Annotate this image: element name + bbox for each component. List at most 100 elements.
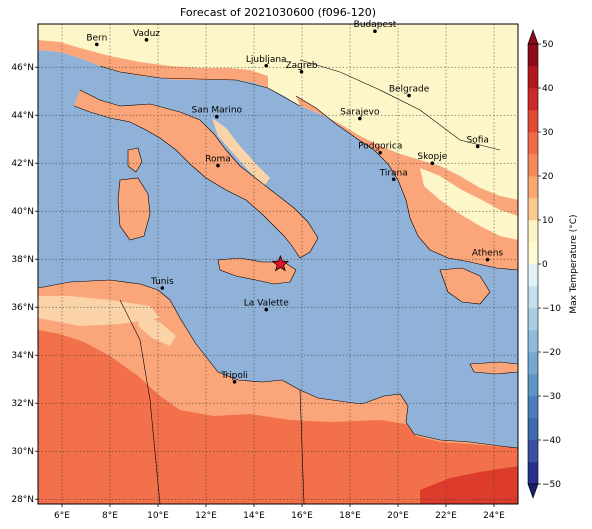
city-dot [160,286,165,290]
colorbar-tick-label: −30 [542,392,561,402]
libya-coast-pale [138,314,176,346]
lon-tick-label: 18°E [339,511,361,521]
star-icon [271,254,290,272]
lat-tick-label: 44°N [11,111,34,121]
colorbar-segment [528,176,538,199]
city-dot [485,257,490,262]
city-label: La Valette [244,299,289,309]
city-dot [358,116,362,121]
colorbar-tick-label: −20 [542,348,561,358]
city-label: Tunis [150,277,174,287]
colorbar-tick-label: 10 [542,216,554,226]
city-label: Skopje [417,152,447,162]
corsica-land [128,148,142,172]
lat-tick-label: 28°N [11,495,34,505]
colorbar: 50 40 30 20 10 0 −10 −20 −30 −40 −50 Max Temperatur… [527,29,579,499]
city-dot [216,163,220,168]
coastlines [38,59,518,504]
city-label: Ljubljana [246,55,287,65]
colorbar-tick-label: 20 [542,172,554,182]
city-label: Tripoli [220,371,248,381]
city-dot [299,69,304,74]
colorbar-tick-label: 40 [542,84,554,94]
north-africa-hot-band [420,466,518,504]
lat-tick-label: 34°N [11,351,34,361]
colorbar-segment [528,44,538,67]
italy-apennine-pale [212,118,270,186]
gridlines [38,24,518,504]
map-frame [37,23,519,505]
city-dot [475,144,480,149]
lon-tick-label: 14°E [243,511,265,521]
lat-tick-label: 32°N [11,399,34,409]
colorbar-segment [528,462,538,485]
colorbar-min-extension [527,483,539,499]
lon-tick-label: 16°E [291,511,313,521]
map-title: Forecast of 2021030600 (f096-120) [179,6,377,19]
colorbar-tick-label: 30 [542,128,554,138]
city-dot [373,29,377,33]
city-label: Belgrade [389,85,430,95]
city-label: San Marino [192,106,243,116]
colorbar-segment [528,286,538,309]
lat-tick-label: 40°N [11,207,34,217]
lon-tick-label: 24°E [483,511,505,521]
city-label: Tirana [379,168,408,178]
colorbar-segment [528,220,538,243]
lon-tick-label: 10°E [147,511,169,521]
lon-tick-label: 8°E [102,511,118,521]
lon-tick-label: 6°E [54,511,70,521]
sardinia-land [118,178,150,240]
colorbar-segment [528,66,538,89]
colorbar-segment [528,418,538,441]
colorbar-segment [528,264,538,287]
city-dot [391,177,396,182]
lon-tick-label: 12°E [195,511,217,521]
city-dot [264,63,269,68]
city-dot [430,161,435,165]
colorbar-segment [528,110,538,133]
star-marker [271,254,290,272]
colorbar-segment [528,308,538,331]
city-label: Sofia [466,135,488,145]
lat-tick-label: 36°N [11,303,34,313]
city-dot [144,38,149,42]
colorbar-segment [528,154,538,177]
lat-tick-label: 38°N [11,255,34,265]
colorbar-tick-label: −50 [542,480,561,490]
city-label: Roma [205,155,231,165]
colorbar-segment [528,88,538,111]
colorbar-segment [528,396,538,419]
italy-land [74,90,318,258]
lat-tick-label: 30°N [11,447,34,457]
colorbar-max-extension [527,29,539,45]
colorbar-tick-label: −10 [542,304,561,314]
city-dot [407,93,411,98]
city-dot [215,114,219,119]
colorbar-segment [528,330,538,353]
city-dot [95,42,99,47]
greece-pale-band [420,168,518,240]
colorbar-segment [528,440,538,463]
city-label: Vaduz [133,29,160,39]
city-label: Podgorica [358,142,402,152]
lon-tick-label: 20°E [387,511,409,521]
colorbar-label: Max Temperature (°C) [569,214,579,313]
city-label: Bern [86,33,107,43]
colorbar-segment [528,198,538,221]
colorbar-segment [528,132,538,155]
colorbar-tick-label: 50 [542,40,554,50]
city-dot [232,380,237,384]
colorbar-tick-label: 0 [542,260,548,270]
north-africa-warm-band [38,330,518,504]
city-label: Zagreb [285,61,317,71]
lat-tick-label: 42°N [11,159,34,169]
city-label: Athens [472,249,503,259]
lat-tick-label: 46°N [11,63,34,73]
city-dot [378,150,383,155]
alps-mild-band [38,40,268,88]
city-dot [264,307,269,312]
city-label: Budapest [354,20,397,30]
